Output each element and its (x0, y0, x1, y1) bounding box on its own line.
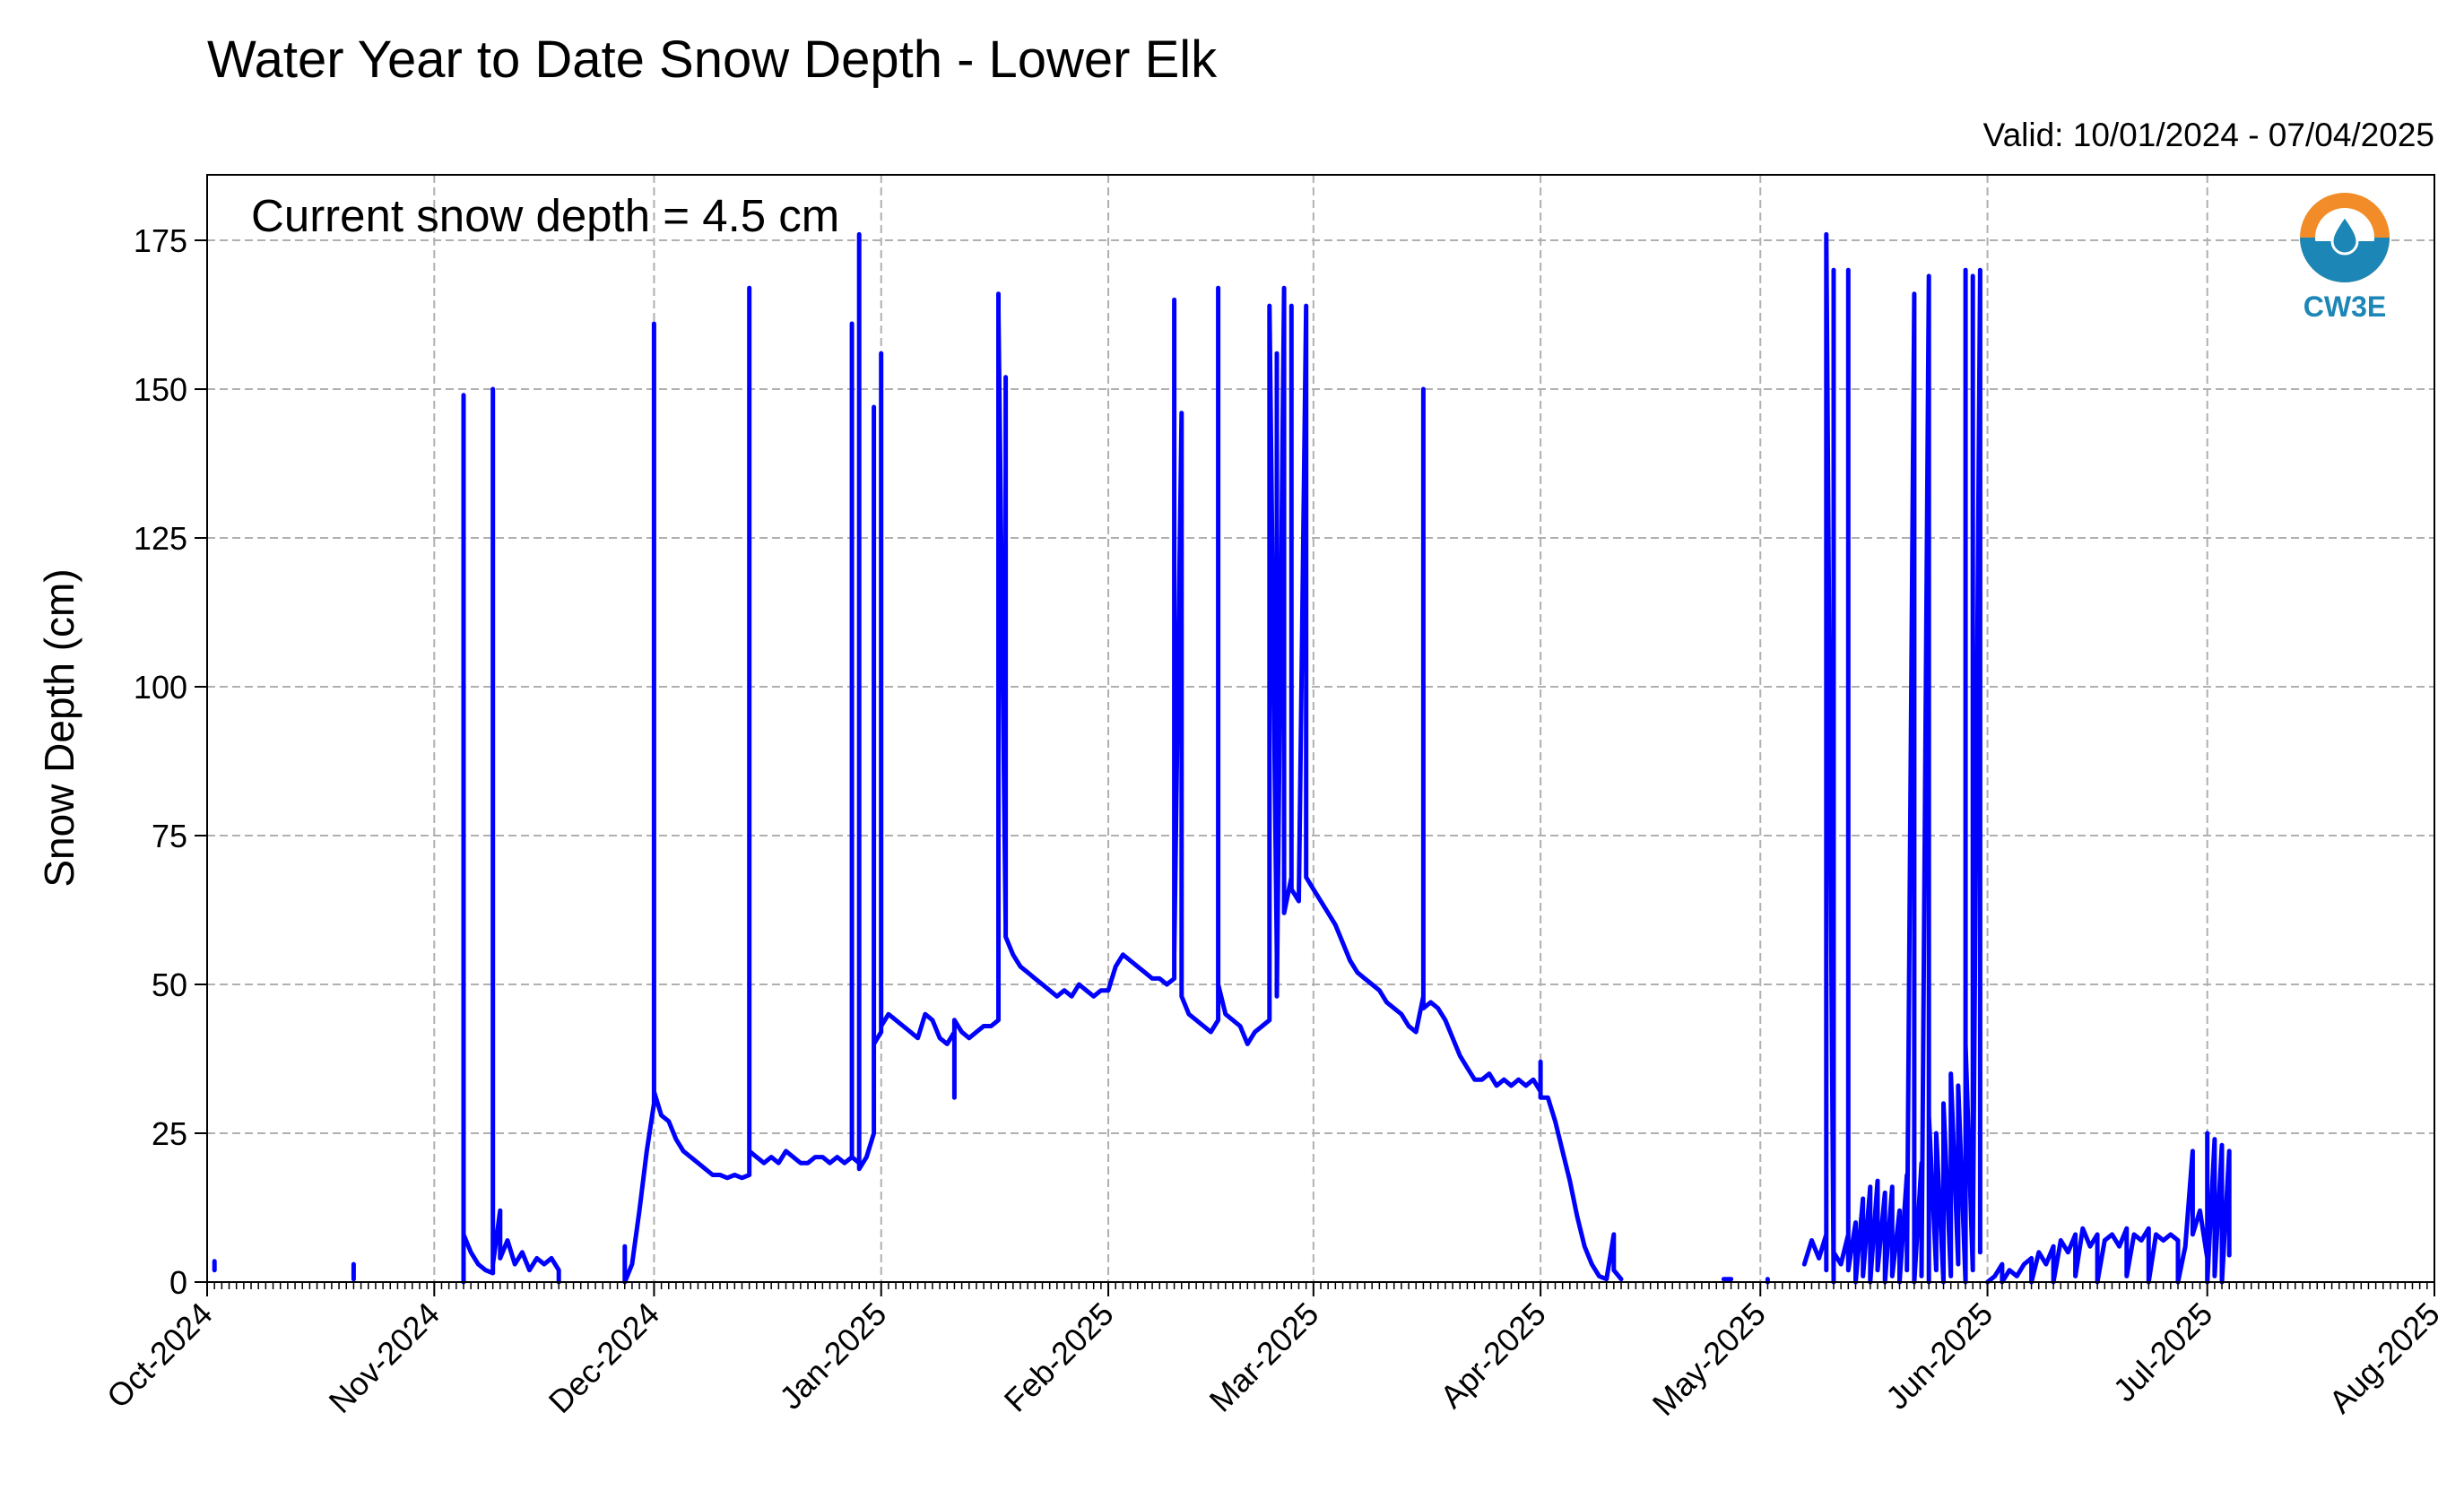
y-tick-label: 175 (134, 222, 187, 259)
logo-label: CW3E (2303, 290, 2386, 323)
y-axis-ticks: 0 25 50 75 100 125 150 175 (134, 222, 207, 1301)
y-axis-label: Snow Depth (cm) (36, 568, 82, 887)
y-tick-label: 25 (152, 1115, 187, 1152)
y-tick-label: 125 (134, 520, 187, 557)
cw3e-logo: CW3E (2300, 193, 2390, 323)
snow-depth-series (212, 231, 2232, 1285)
logo-inner-water (2315, 241, 2374, 271)
snow-depth-line-segment (622, 231, 1624, 1285)
y-tick-label: 50 (152, 966, 187, 1003)
droplet-icon (2330, 213, 2359, 256)
valid-date-range: Valid: 10/01/2024 - 07/04/2025 (1983, 117, 2434, 153)
y-tick-label: 150 (134, 371, 187, 408)
snow-depth-line-segment (1801, 231, 1982, 1285)
y-tick-label: 0 (169, 1264, 187, 1301)
y-tick-label: 75 (152, 818, 187, 854)
snow-depth-line-segment (1985, 1131, 2232, 1285)
y-tick-label: 100 (134, 669, 187, 706)
current-snow-depth-annotation: Current snow depth = 4.5 cm (251, 190, 839, 241)
snow-depth-line-segment (461, 386, 561, 1285)
chart-title: Water Year to Date Snow Depth - Lower El… (207, 30, 1218, 89)
